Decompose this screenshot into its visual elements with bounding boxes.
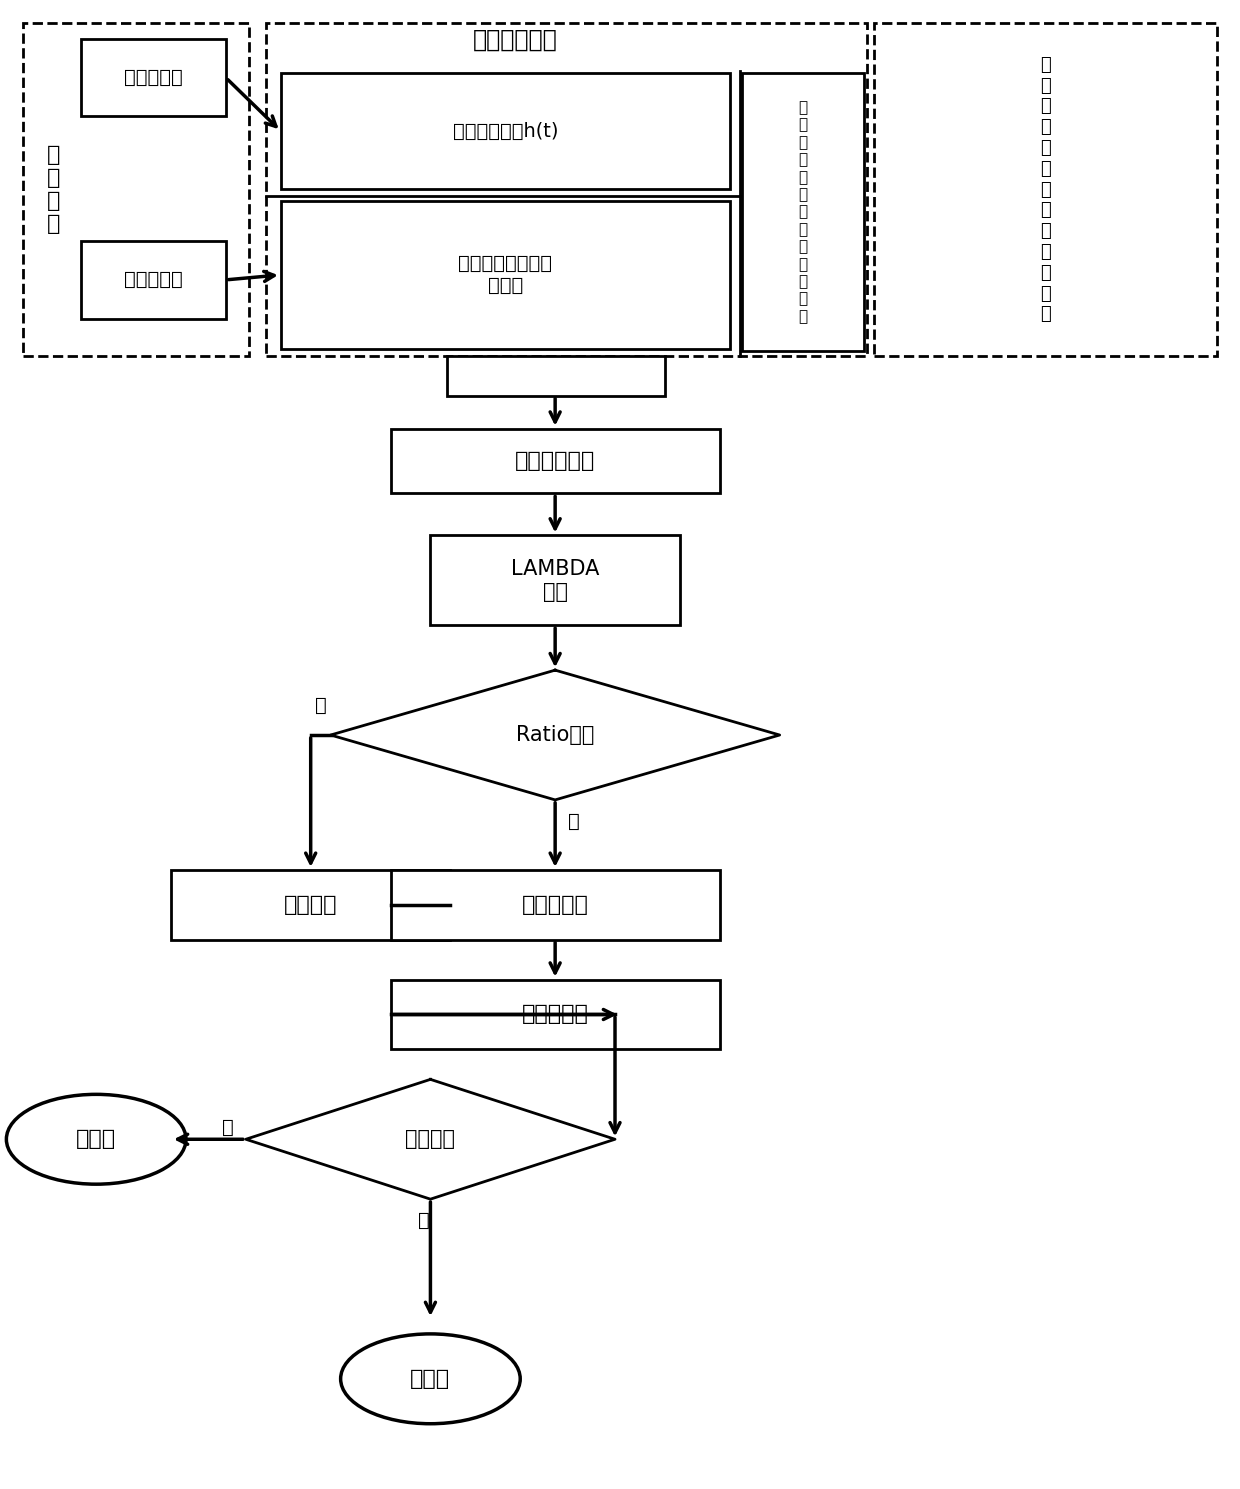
Text: 阈值检验: 阈值检验 — [405, 1129, 455, 1150]
Bar — [391, 870, 719, 940]
Text: 竖直位移变化h(t): 竖直位移变化h(t) — [453, 122, 558, 140]
Text: 状
态
方
程
更
新
位
置
速
度
加
速
度: 状 态 方 程 更 新 位 置 速 度 加 速 度 — [1040, 55, 1052, 323]
Text: 是: 是 — [222, 1118, 233, 1138]
Bar — [448, 356, 665, 396]
Bar — [280, 73, 730, 189]
Text: 固定解: 固定解 — [76, 1129, 117, 1150]
Text: 浮点解: 浮点解 — [410, 1368, 450, 1389]
Text: 硬
件
部
分: 硬 件 部 分 — [47, 144, 60, 234]
Text: Ratio检验: Ratio检验 — [516, 725, 594, 744]
Text: LAMBDA
搜索: LAMBDA 搜索 — [511, 558, 599, 602]
Bar — [280, 201, 730, 348]
Text: 北斗接收机: 北斗接收机 — [124, 271, 184, 289]
Bar — [874, 24, 1216, 356]
Polygon shape — [246, 1080, 615, 1199]
Text: 观测误差方程: 观测误差方程 — [472, 27, 558, 51]
Bar — [430, 536, 680, 625]
Bar — [742, 73, 864, 351]
Text: 否: 否 — [315, 695, 326, 715]
Text: 伪距、载波等观测
值输出: 伪距、载波等观测 值输出 — [459, 255, 552, 295]
Bar — [391, 980, 719, 1050]
Text: 是: 是 — [568, 812, 579, 831]
Text: 宽巷模糊度: 宽巷模糊度 — [522, 895, 589, 914]
Text: 与
桥
平
行
方
向
长
度
约
束
（
二
）: 与 桥 平 行 方 向 长 度 约 束 （ 二 ） — [799, 100, 807, 325]
Text: 直接取整: 直接取整 — [284, 895, 337, 914]
Bar — [171, 870, 450, 940]
Ellipse shape — [6, 1094, 186, 1184]
Bar — [81, 39, 226, 116]
Text: 静力水准仪: 静力水准仪 — [124, 68, 184, 88]
Bar — [265, 24, 868, 356]
Bar — [24, 24, 249, 356]
Bar — [391, 429, 719, 493]
Polygon shape — [331, 670, 780, 800]
Ellipse shape — [341, 1334, 521, 1423]
Text: 否: 否 — [418, 1211, 430, 1230]
Text: 超宽巷模糊度: 超宽巷模糊度 — [515, 451, 595, 471]
Text: 窄巷模糊度: 窄巷模糊度 — [522, 1005, 589, 1024]
Bar — [81, 241, 226, 319]
